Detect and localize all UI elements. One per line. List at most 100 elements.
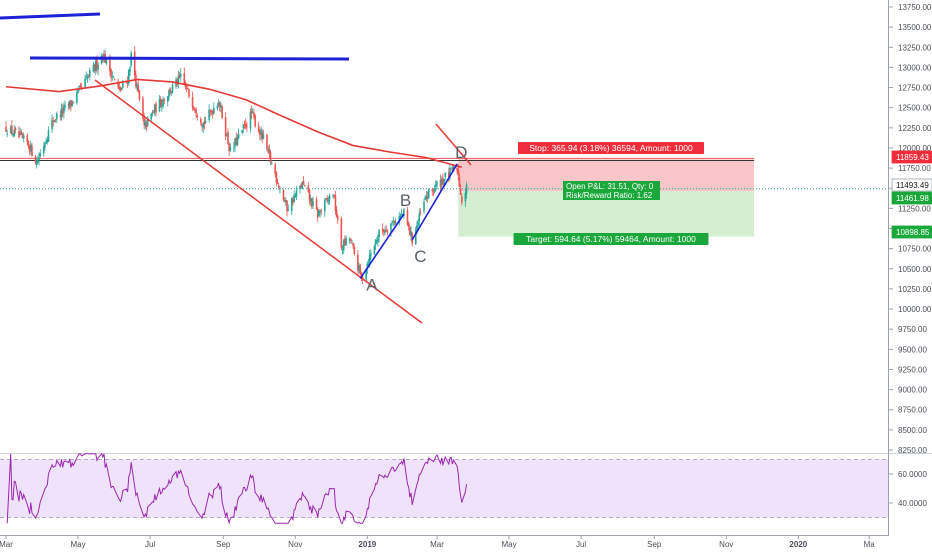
price-tag: 11461.98 (896, 194, 929, 203)
candle-body (5, 126, 7, 132)
pattern-point-d: D (455, 143, 467, 162)
candle-body (227, 132, 229, 144)
candle-body (326, 198, 328, 200)
candle-body (341, 218, 343, 248)
candle-body (283, 190, 285, 200)
price-axis-label: 12250.00 (898, 124, 932, 133)
candle-body (195, 110, 197, 114)
stop-label: Stop: 365.94 (3.18%) 36594, Amount: 1000 (529, 143, 693, 153)
candle-body (153, 112, 155, 113)
candle-body (329, 195, 331, 199)
candle-body (45, 142, 47, 144)
candle-body (241, 130, 243, 133)
candle-body (444, 173, 446, 178)
price-axis-label: 9000.00 (898, 386, 927, 395)
candle-body (237, 137, 239, 145)
candle-body (303, 181, 305, 185)
candle-body (129, 67, 131, 72)
time-axis-label: Nov (719, 540, 733, 549)
time-axis-label: Mar (430, 540, 444, 549)
time-axis-label: May (501, 540, 516, 549)
candle-body (385, 229, 387, 231)
candle-body (13, 130, 15, 136)
pnl-label: Open P&L: 31.51, Qty: 0 (566, 182, 654, 191)
time-axis-label: Sep (647, 540, 662, 549)
price-tag: 10898.85 (896, 228, 930, 237)
candle-body (350, 238, 352, 241)
candle-body (401, 214, 403, 215)
candle-body (460, 189, 462, 195)
candle-body (254, 116, 256, 127)
candle-body (192, 97, 194, 107)
candle-body (345, 238, 347, 246)
candle-body (457, 169, 459, 175)
candle-body (205, 121, 207, 124)
rsi-band (0, 460, 888, 518)
candle-body (84, 79, 86, 88)
candle-body (121, 88, 123, 90)
candle-body (316, 199, 318, 209)
candle-body (304, 185, 306, 186)
price-axis-label: 10750.00 (898, 245, 932, 254)
candle-body (465, 193, 467, 201)
candle-body (337, 216, 339, 219)
candle-body (221, 106, 223, 118)
candle-body (122, 83, 124, 88)
candle-body (271, 163, 273, 164)
price-axis-label: 10000.00 (898, 305, 932, 314)
candle-body (76, 92, 78, 103)
candle-body (287, 210, 289, 211)
candle-body (390, 223, 392, 231)
candle-body (15, 128, 17, 130)
candle-body (382, 229, 384, 231)
candle-body (263, 135, 265, 138)
candle-body (225, 117, 227, 136)
target-label: Target: 594.64 (5.17%) 59464, Amount: 10… (526, 234, 696, 244)
main-pane-bg (0, 0, 888, 452)
candle-body (335, 195, 337, 211)
candle-body (23, 135, 25, 138)
time-axis-label: Jul (576, 540, 586, 549)
candle-body (270, 152, 272, 162)
price-axis-label: 10250.00 (898, 285, 932, 294)
price-tag: 11859.43 (896, 153, 929, 162)
candle-body (193, 107, 195, 109)
candle-body (296, 190, 298, 197)
candle-body (278, 186, 280, 188)
candle-body (139, 90, 141, 99)
price-axis: 13750.0013500.0013250.0013000.0012750.00… (889, 0, 932, 536)
candle-body (417, 221, 419, 225)
candle-body (395, 222, 397, 223)
candle-body (73, 102, 75, 103)
candle-body (279, 188, 281, 189)
candle-body (459, 177, 461, 187)
candle-body (431, 189, 433, 190)
price-axis-label: 8750.00 (898, 406, 927, 415)
candle-body (113, 77, 115, 78)
candle-body (200, 119, 202, 124)
candle-body (436, 182, 438, 185)
pattern-point-a: A (366, 275, 378, 294)
candle-body (213, 108, 215, 114)
candle-body (54, 120, 56, 121)
candle-body (163, 99, 165, 100)
candle-body (184, 73, 186, 84)
candle-body (370, 253, 372, 256)
time-axis-label: Jul (145, 540, 155, 549)
price-axis-label: 8250.00 (898, 446, 927, 455)
drawn-line-high (30, 58, 349, 59)
candle-body (11, 126, 13, 135)
price-axis-label: 11750.00 (898, 164, 931, 173)
candle-body (155, 103, 157, 112)
candle-body (238, 134, 240, 139)
candle-body (89, 70, 91, 76)
price-axis-label: 12750.00 (898, 84, 932, 93)
candle-body (266, 134, 268, 149)
candle-body (354, 247, 356, 254)
pattern-point-c: C (414, 247, 426, 266)
candle-body (28, 141, 30, 146)
